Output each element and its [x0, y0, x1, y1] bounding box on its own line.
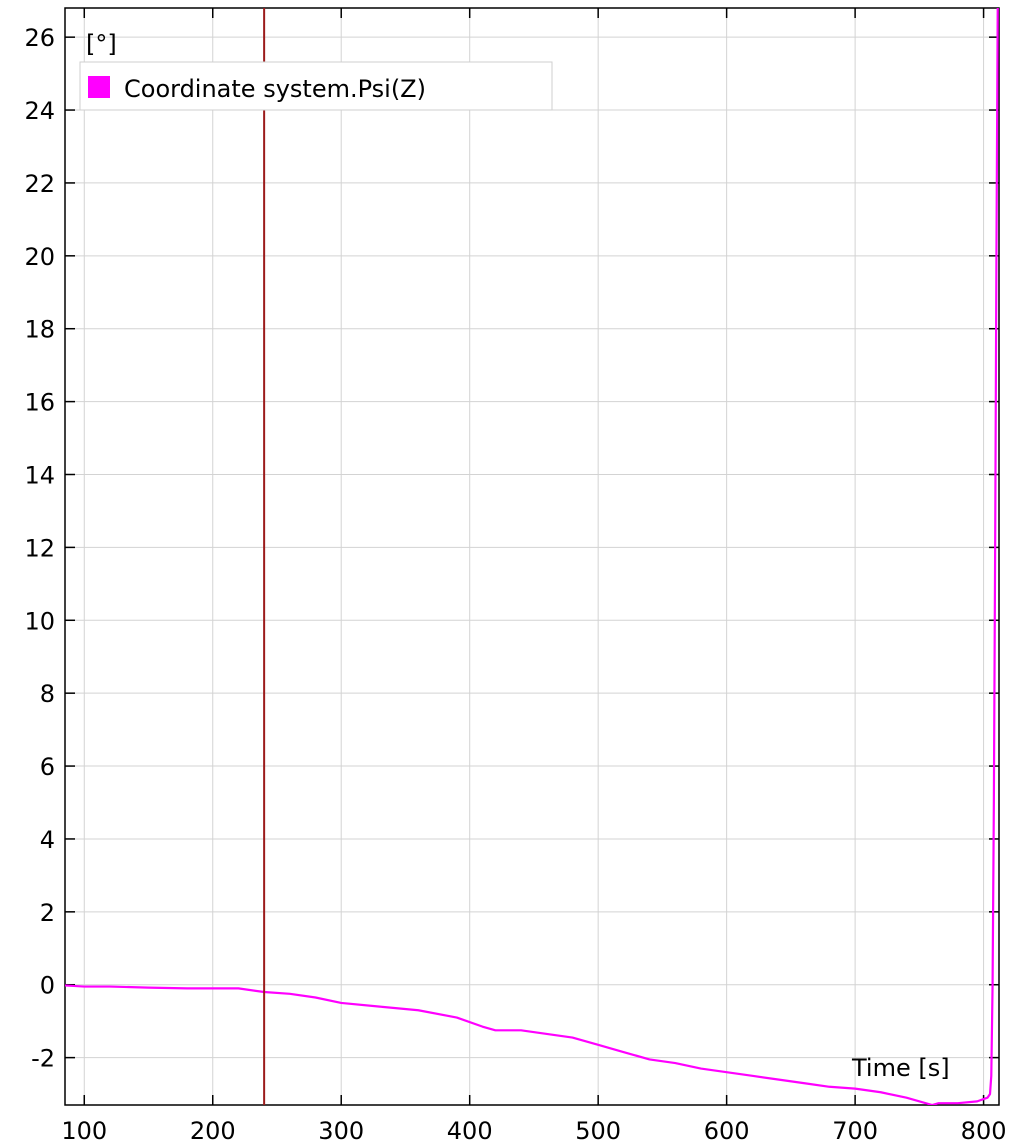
x-tick-label: 300: [318, 1117, 364, 1145]
y-tick-label: 14: [24, 461, 55, 489]
x-tick-label: 800: [961, 1117, 1007, 1145]
y-tick-label: 24: [24, 97, 55, 125]
y-tick-label: -2: [31, 1045, 55, 1073]
legend-swatch: [88, 76, 110, 98]
series-line-psi-z: [65, 8, 999, 1105]
x-tick-label: 200: [190, 1117, 236, 1145]
legend-box: [79, 61, 553, 111]
x-tick-label: 700: [832, 1117, 878, 1145]
x-tick-label: 500: [575, 1117, 621, 1145]
grid: [65, 8, 999, 1105]
series-layer: [65, 8, 999, 1105]
axis-ticks: [65, 8, 999, 1105]
y-tick-label: 20: [24, 243, 55, 271]
y-tick-label: 0: [40, 972, 55, 1000]
x-axis-label: Time [s]: [851, 1054, 950, 1082]
y-tick-label: 2: [40, 899, 55, 927]
y-axis-label: [°]: [86, 30, 117, 58]
y-tick-label: 18: [24, 316, 55, 344]
y-tick-label: 26: [24, 24, 55, 52]
legend-entry-label: Coordinate system.Psi(Z): [124, 75, 426, 103]
y-tick-label: 12: [24, 534, 55, 562]
y-tick-label: 4: [40, 826, 55, 854]
y-tick-label: 16: [24, 389, 55, 417]
x-tick-label: 100: [61, 1117, 107, 1145]
y-tick-label: 6: [40, 753, 55, 781]
x-tick-label: 600: [704, 1117, 750, 1145]
y-tick-label: 8: [40, 680, 55, 708]
y-tick-label: 10: [24, 607, 55, 635]
y-tick-label: 22: [24, 170, 55, 198]
x-tick-labels: 100 200 300 400 500 600 700 800: [61, 1117, 1006, 1145]
plot-area: [64, 7, 1000, 1106]
legend[interactable]: Coordinate system.Psi(Z): [79, 61, 553, 111]
x-tick-label: 400: [447, 1117, 493, 1145]
